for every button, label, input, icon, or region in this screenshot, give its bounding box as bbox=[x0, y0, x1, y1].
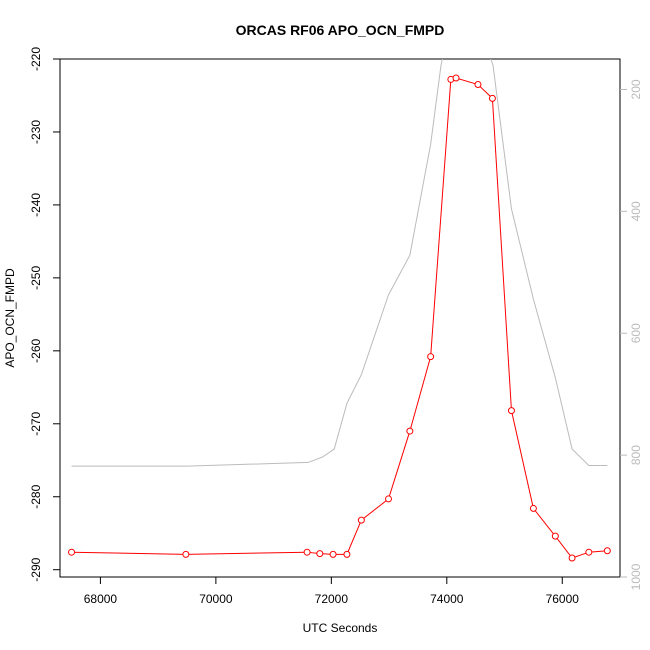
x-axis-label: UTC Seconds bbox=[303, 621, 378, 635]
y-tick-label: -240 bbox=[29, 193, 43, 217]
plot-frame bbox=[59, 58, 621, 578]
series-line bbox=[71, 59, 608, 467]
data-point bbox=[568, 554, 576, 562]
y-tick-label: -260 bbox=[29, 339, 43, 363]
data-point bbox=[452, 74, 460, 82]
data-point bbox=[507, 407, 515, 415]
data-point bbox=[474, 81, 482, 89]
x-tick-label: 68000 bbox=[84, 592, 118, 606]
data-point bbox=[357, 516, 365, 524]
x-tick-label: 76000 bbox=[546, 592, 580, 606]
y-tick-label: -280 bbox=[29, 484, 43, 508]
y2-tick-label: 200 bbox=[629, 79, 643, 99]
data-point bbox=[488, 94, 496, 102]
x-tick-label: 74000 bbox=[430, 592, 464, 606]
data-point bbox=[406, 427, 414, 435]
y-axis-label: APO_OCN_FMPD bbox=[3, 268, 17, 368]
data-point bbox=[343, 550, 351, 558]
y-tick-label: -270 bbox=[29, 411, 43, 435]
data-point bbox=[603, 547, 611, 555]
y2-tick-label: 600 bbox=[629, 323, 643, 343]
data-point bbox=[585, 548, 593, 556]
y2-tick-label: 400 bbox=[629, 201, 643, 221]
y-tick-label: -220 bbox=[29, 47, 43, 71]
data-point bbox=[529, 504, 537, 512]
x-tick-label: 72000 bbox=[315, 592, 349, 606]
chart-title: ORCAS RF06 APO_OCN_FMPD bbox=[236, 22, 445, 38]
x-tick-label: 70000 bbox=[199, 592, 233, 606]
data-point bbox=[427, 353, 435, 361]
plot-area: 68000 70000 72000 74000 76000 -290 -280 -270 -26… bbox=[29, 47, 643, 606]
data-point bbox=[384, 495, 392, 503]
data-point bbox=[303, 548, 311, 556]
data-point bbox=[316, 550, 324, 558]
data-point bbox=[329, 550, 337, 558]
data-point bbox=[182, 550, 190, 558]
y-tick-label: -250 bbox=[29, 266, 43, 290]
y2-tick-label: 1000 bbox=[629, 563, 643, 590]
y2-tick-label: 800 bbox=[629, 445, 643, 465]
data-point bbox=[551, 532, 559, 540]
data-point bbox=[68, 548, 76, 556]
y-tick-label: -230 bbox=[29, 120, 43, 144]
y-tick-label: -290 bbox=[29, 557, 43, 581]
series-line bbox=[71, 77, 608, 559]
